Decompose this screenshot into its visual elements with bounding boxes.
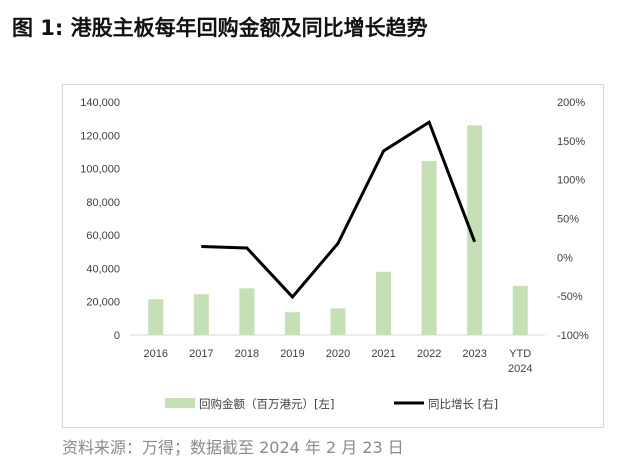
- x-tick-label: 2022: [417, 348, 441, 360]
- right-tick-label: 50%: [557, 214, 579, 226]
- right-tick-label: 150%: [557, 136, 585, 148]
- right-tick-label: 0%: [557, 252, 573, 264]
- legend-label-bar: 回购金额（百万港元）[左]: [199, 397, 334, 411]
- left-tick-label: 120,000: [80, 130, 120, 142]
- x-axis-labels: 2016 2017 2018 2019 2020 2021 2022 2023 YTD 2024: [144, 348, 533, 375]
- x-tick-label: 2021: [371, 348, 395, 360]
- bar-2019: [284, 312, 300, 335]
- bar-2018: [239, 288, 255, 335]
- x-tick-label: 2018: [235, 348, 259, 360]
- left-tick-label: 100,000: [80, 164, 120, 176]
- bar-2023: [467, 125, 483, 335]
- left-tick-label: 0: [114, 330, 120, 342]
- bar-2017: [193, 294, 209, 335]
- x-tick-label: 2019: [280, 348, 304, 360]
- x-tick-label: 2017: [189, 348, 213, 360]
- bar-series: [148, 125, 528, 335]
- page-title: 图 1: 港股主板每年回购金额及同比增长趋势: [12, 16, 428, 40]
- source-note: 资料来源：万得；数据截至 2024 年 2 月 23 日: [62, 438, 404, 457]
- bar-ytd-2024: [512, 285, 528, 335]
- left-axis: 0 20,000 40,000 60,000 80,000 100,000 120,000 1…: [80, 97, 120, 342]
- left-tick-label: 20,000: [86, 297, 120, 309]
- line-series: [201, 119, 477, 300]
- bar-2022: [421, 161, 437, 335]
- right-tick-label: -100%: [557, 330, 589, 342]
- legend-swatch-bar: [165, 398, 195, 408]
- bar-2016: [148, 299, 164, 335]
- chart-frame: [62, 84, 604, 428]
- x-tick-label: 2020: [326, 348, 350, 360]
- bar-2020: [330, 308, 346, 335]
- left-tick-label: 140,000: [80, 97, 120, 109]
- x-tick-label: 2023: [462, 348, 486, 360]
- left-tick-label: 60,000: [86, 230, 120, 242]
- right-tick-label: 100%: [557, 175, 585, 187]
- legend-label-line: 同比增长 [右]: [428, 397, 498, 411]
- x-tick-label: YTD: [509, 348, 531, 360]
- bar-2021: [376, 271, 392, 335]
- right-tick-label: -50%: [557, 291, 583, 303]
- right-tick-label: 200%: [557, 97, 585, 109]
- x-tick-label: 2016: [144, 348, 168, 360]
- left-tick-label: 80,000: [86, 197, 120, 209]
- x-tick-label: 2024: [508, 363, 532, 375]
- left-tick-label: 40,000: [86, 263, 120, 275]
- right-axis: -100% -50% 0% 50% 100% 150% 200%: [557, 97, 589, 342]
- legend: 回购金额（百万港元）[左] 同比增长 [右]: [165, 397, 498, 411]
